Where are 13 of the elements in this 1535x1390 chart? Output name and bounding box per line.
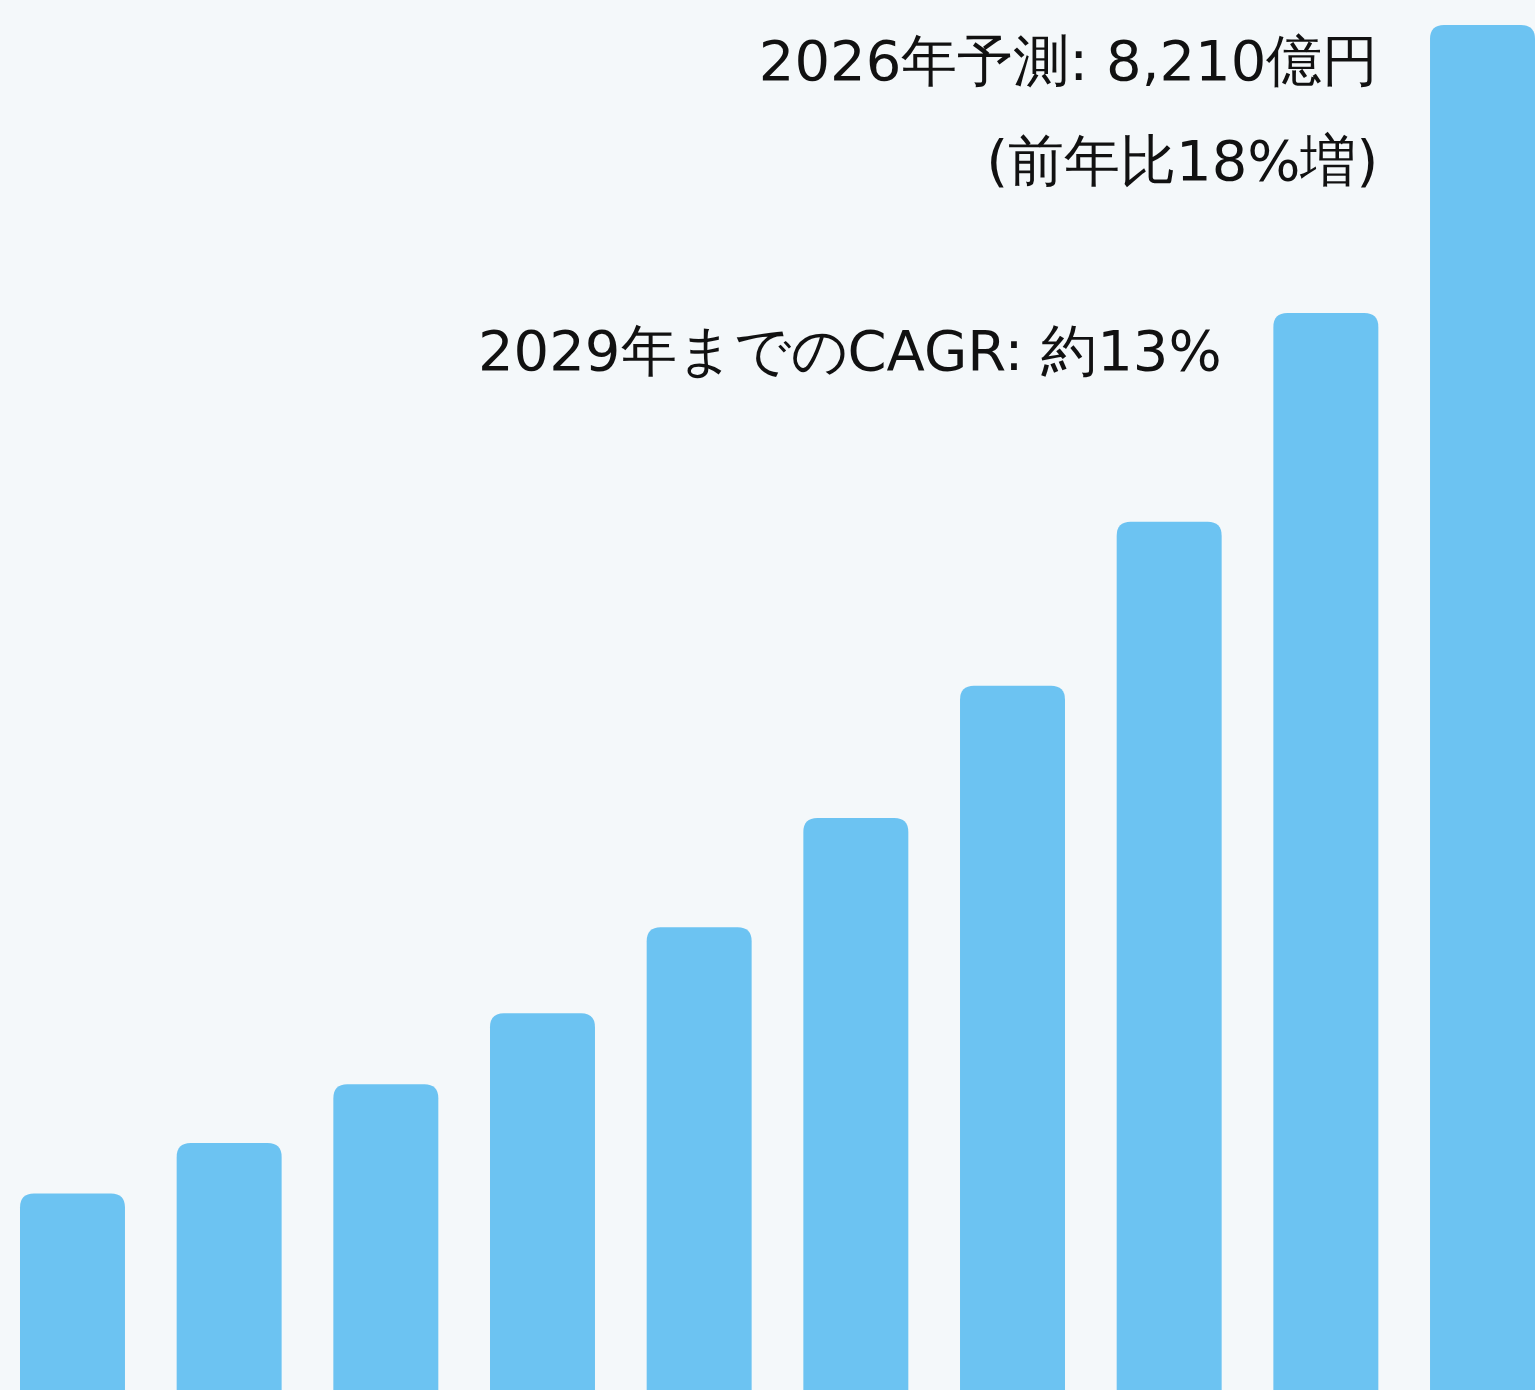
bar [1116,521,1222,1390]
bar [490,1013,595,1390]
bar [20,1193,125,1390]
bar [1273,313,1379,1390]
bar [176,1142,282,1390]
annotation: (前年比18%増) [986,128,1379,193]
annotation: 2026年予測: 8,210億円 [758,28,1379,93]
bar [646,927,752,1390]
bar [333,1084,439,1390]
annotation: 2029年までのCAGR: 約13% [477,318,1222,383]
bar [960,685,1065,1390]
bar [1430,25,1535,1390]
bar [803,818,909,1390]
